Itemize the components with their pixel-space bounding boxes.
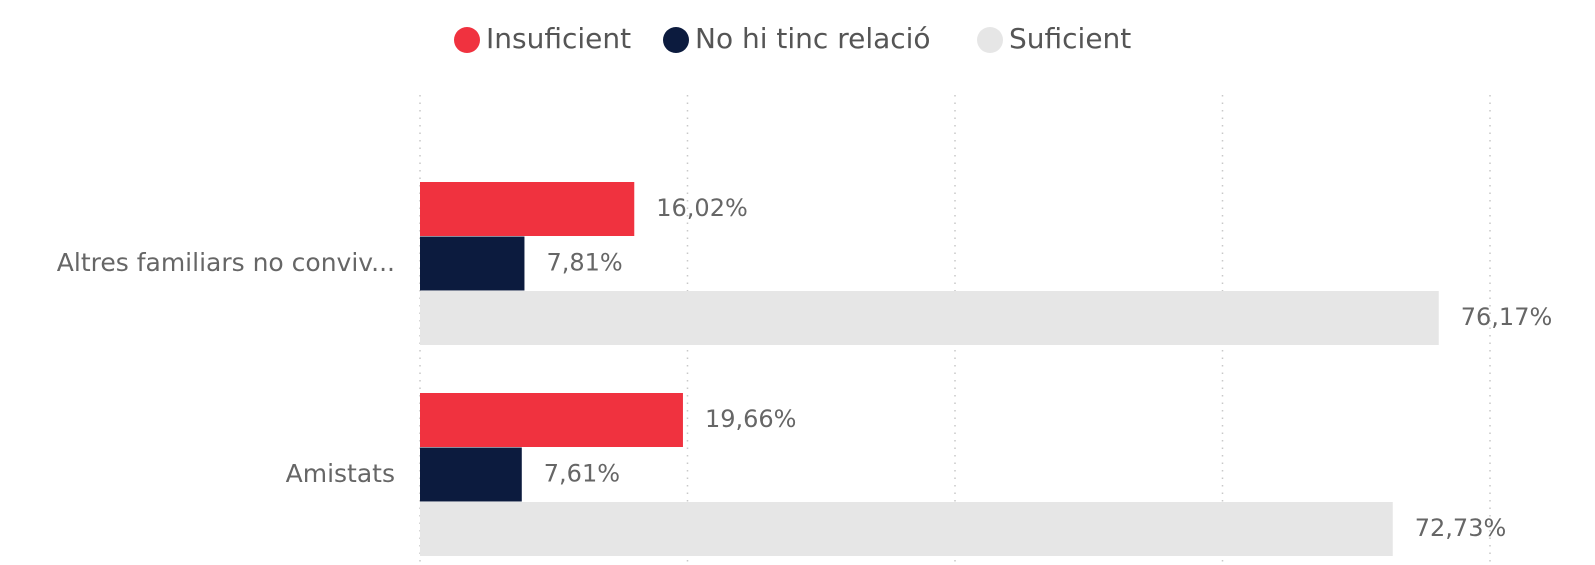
bar — [420, 236, 525, 291]
bar — [420, 291, 1439, 345]
data-label: 19,66% — [705, 405, 797, 433]
data-label: 7,61% — [544, 460, 620, 488]
data-label: 16,02% — [656, 194, 748, 222]
data-label: 76,17% — [1461, 303, 1553, 331]
legend-marker — [977, 27, 1003, 53]
legend-marker — [454, 27, 480, 53]
legend-marker — [663, 27, 689, 53]
bar — [420, 502, 1393, 556]
y-tick-label: Amistats — [286, 459, 395, 488]
y-tick-label: Altres familiars no conviv... — [57, 248, 395, 277]
data-label: 7,81% — [546, 249, 622, 277]
legend-label: Suficient — [1009, 22, 1131, 55]
bar — [420, 447, 522, 502]
bar — [420, 393, 683, 447]
data-label: 72,73% — [1415, 514, 1507, 542]
bar — [420, 182, 635, 236]
legend-label: Insuficient — [486, 22, 631, 55]
legend-label: No hi tinc relació — [695, 22, 931, 55]
